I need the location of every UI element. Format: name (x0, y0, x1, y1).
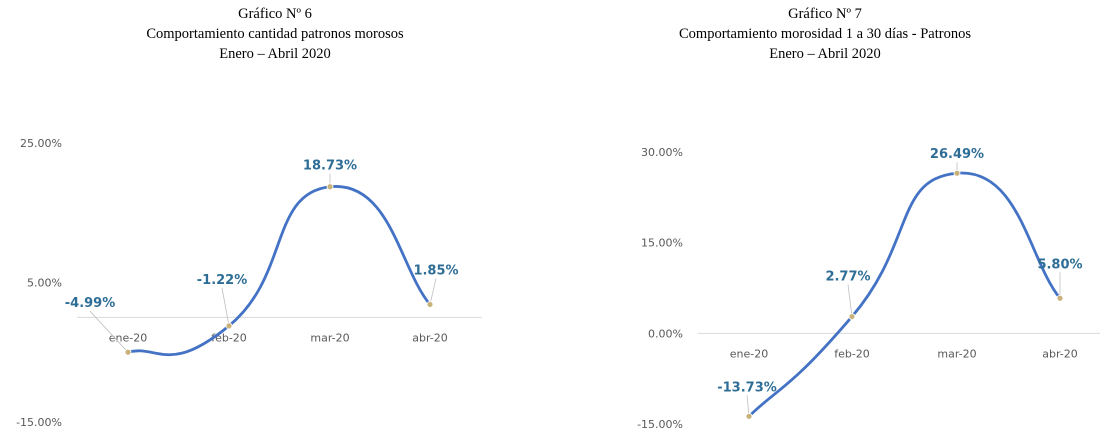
y-tick-label: 25.00% (20, 137, 62, 150)
label-leader-line (847, 284, 853, 317)
data-label: 26.49% (930, 147, 984, 162)
chart-panel-7: Gráfico Nº 7 Comportamiento morosidad 1 … (550, 0, 1100, 432)
x-tick-label: abr-20 (412, 331, 448, 344)
data-label: 2.77% (825, 270, 870, 285)
data-point (225, 322, 233, 330)
chart-subtitle: Comportamiento morosidad 1 a 30 días - P… (679, 26, 971, 42)
label-leader-line (89, 310, 129, 353)
data-point (426, 301, 434, 308)
x-tick-label: abr-20 (1042, 347, 1078, 360)
data-point (124, 348, 132, 356)
data-point (326, 183, 334, 191)
x-tick-label: feb-20 (834, 347, 870, 360)
data-point (953, 169, 961, 177)
chart-titles: Gráfico Nº 6 Comportamiento cantidad pat… (0, 4, 550, 64)
chart-panel-6: Gráfico Nº 6 Comportamiento cantidad pat… (0, 4, 550, 429)
x-tick-label: mar-20 (937, 347, 976, 360)
data-label: -4.99% (65, 296, 116, 311)
y-tick-label: 15.00% (641, 237, 683, 250)
chart-titles: Gráfico Nº 7 Comportamiento morosidad 1 … (550, 4, 1100, 64)
label-leader-line (746, 395, 750, 417)
chart-subtitle: Comportamiento cantidad patronos morosos (146, 26, 404, 42)
series-line (747, 171, 1062, 418)
data-label: -13.73% (717, 380, 777, 395)
data-point (745, 412, 753, 420)
chart-period: Enero – Abril 2020 (769, 46, 881, 62)
y-tick-label: 0.00% (648, 327, 683, 340)
data-label: 18.73% (303, 159, 357, 174)
data-point (848, 313, 856, 320)
y-tick-label: -15.00% (637, 418, 683, 431)
y-tick-label: -15.00% (16, 416, 62, 429)
x-tick-label: ene-20 (109, 331, 147, 344)
series-line (126, 185, 432, 357)
label-leader-line (429, 278, 437, 305)
y-tick-label: 30.00% (641, 146, 683, 159)
x-tick-label: feb-20 (211, 331, 247, 344)
label-leader-line (221, 287, 230, 326)
chart-period: Enero – Abril 2020 (219, 46, 331, 62)
x-tick-label: mar-20 (310, 331, 349, 344)
line-chart-7: 30.00% 15.00% 0.00% -15.00% ene-20 feb-20 mar-… (637, 146, 1100, 431)
data-point (1056, 294, 1064, 302)
line-chart-6: 25.00% 5.00% -15.00% ene-20 feb-20 mar-20 abr-… (16, 137, 482, 429)
data-label: -1.22% (197, 273, 248, 288)
chart-title: Gráfico Nº 7 (788, 6, 862, 22)
x-tick-label: ene-20 (730, 347, 768, 360)
data-label: 1.85% (413, 263, 458, 278)
y-tick-label: 5.00% (27, 277, 62, 290)
chart-title: Gráfico Nº 6 (238, 6, 312, 22)
data-label: 5.80% (1037, 257, 1082, 272)
